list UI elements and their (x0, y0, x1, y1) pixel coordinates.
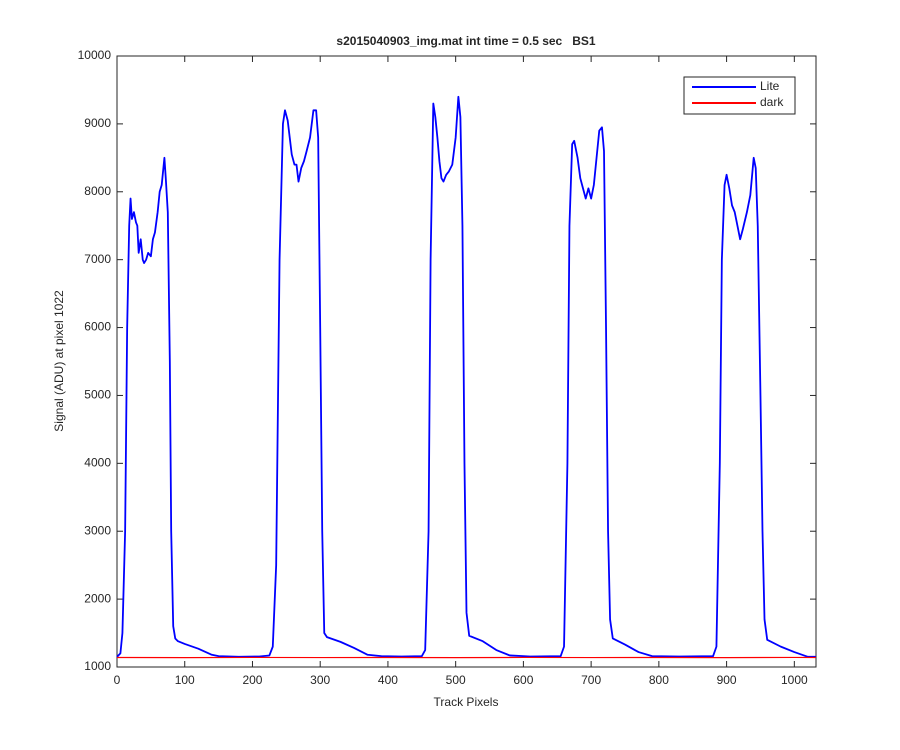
x-tick-label: 900 (717, 673, 737, 687)
y-tick-label: 8000 (84, 184, 111, 198)
legend-box (683, 76, 796, 115)
x-tick-label: 300 (310, 673, 330, 687)
x-tick-label: 400 (378, 673, 398, 687)
y-axis-label: Signal (ADU) at pixel 1022 (52, 290, 66, 432)
chart-title: s2015040903_img.mat int time = 0.5 sec B… (336, 34, 595, 48)
x-tick-label: 800 (649, 673, 669, 687)
x-axis-label: Track Pixels (434, 695, 499, 709)
y-tick-label: 9000 (84, 116, 111, 130)
y-tick-label: 2000 (84, 591, 111, 605)
y-tick-label: 3000 (84, 523, 111, 537)
y-tick-label: 7000 (84, 252, 111, 266)
y-tick-label: 4000 (84, 456, 111, 470)
legend-label: dark (760, 95, 784, 109)
x-tick-label: 700 (581, 673, 601, 687)
x-tick-label: 500 (446, 673, 466, 687)
x-tick-label: 1000 (781, 673, 808, 687)
x-tick-label: 0 (114, 673, 121, 687)
legend-label: Lite (760, 79, 780, 93)
x-tick-label: 600 (513, 673, 533, 687)
x-tick-label: 200 (242, 673, 262, 687)
y-tick-label: 10000 (78, 48, 112, 62)
x-tick-label: 100 (175, 673, 195, 687)
data-line (116, 95, 816, 658)
y-tick-label: 6000 (84, 320, 111, 334)
y-tick-label: 1000 (84, 659, 111, 673)
y-tick-label: 5000 (84, 388, 111, 402)
